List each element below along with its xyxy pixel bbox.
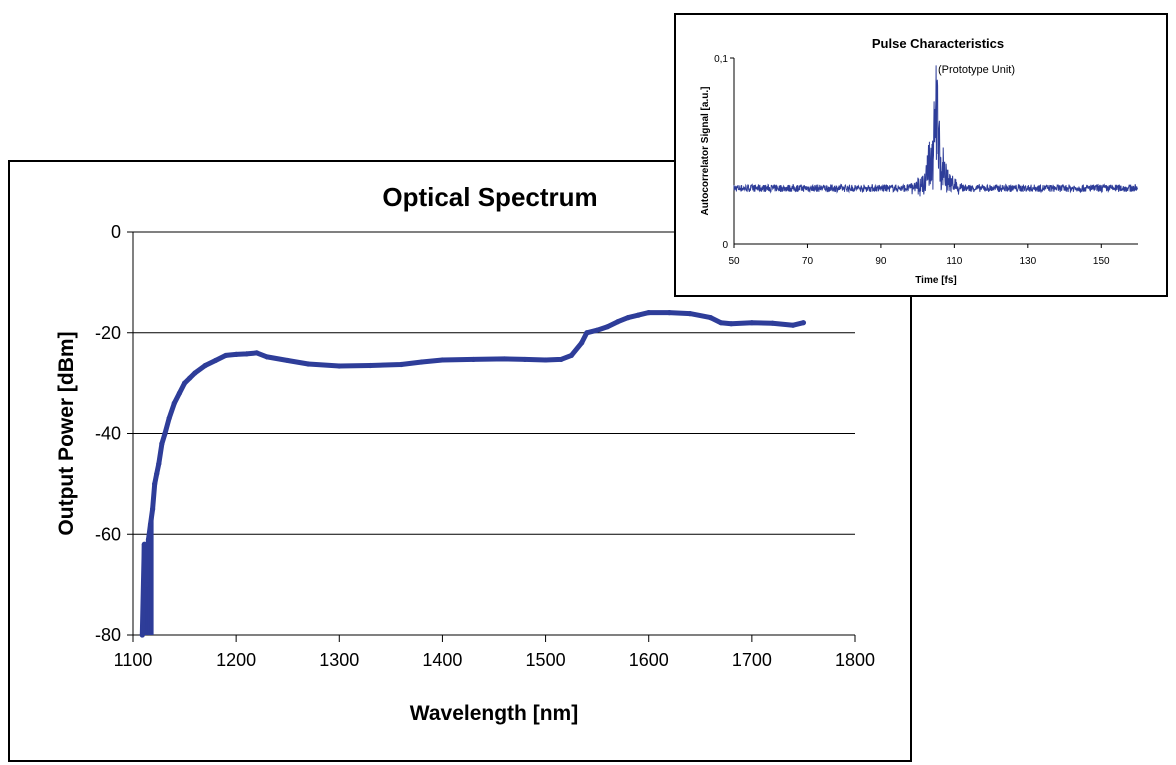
spectrum-point (156, 461, 162, 467)
pulse-trace (733, 65, 1138, 197)
x-tick-label: 1800 (835, 650, 875, 670)
prototype-annotation: (Prototype Unit) (938, 64, 1015, 76)
y-tick-label: -80 (95, 625, 121, 645)
x-tick-label: 1600 (629, 650, 669, 670)
spectrum-point (625, 315, 631, 321)
spectrum-point (154, 471, 160, 477)
x-tick-label: 1200 (216, 650, 256, 670)
x-tick-label: 70 (802, 256, 814, 267)
x-axis-title: Wavelength [nm] (410, 702, 578, 725)
spectrum-point (162, 430, 168, 437)
spectrum-point (708, 315, 714, 321)
spectrum-point (769, 320, 776, 326)
y-tick-label: 0,1 (714, 54, 728, 65)
x-tick-label: 150 (1093, 256, 1110, 267)
spectrum-point (604, 324, 611, 330)
x-tick-label: 1500 (526, 650, 566, 670)
spectrum-point (141, 541, 147, 547)
spectrum-point (223, 352, 229, 359)
spectrum-point (336, 363, 342, 369)
y-tick-label: 0 (111, 222, 121, 242)
x-tick-label: 1400 (422, 650, 462, 670)
spectrum-point (285, 357, 291, 364)
spectrum-point (202, 362, 208, 369)
spectrum-point (584, 330, 590, 336)
x-tick-label: 90 (875, 256, 887, 267)
spectrum-point (192, 370, 198, 376)
y-axis-title: Output Power [dBm] (55, 331, 78, 535)
x-tick-label: 50 (728, 256, 740, 267)
spectrum-point (212, 357, 219, 364)
spectrum-point (139, 632, 145, 638)
x-tick-label: 1700 (732, 650, 772, 670)
x-tick-label: 1300 (319, 650, 359, 670)
y-tick-label: -20 (95, 323, 121, 343)
y-axis-title: Autocorrelator Signal [a.u.] (700, 87, 711, 216)
spectrum-point (470, 356, 476, 363)
spectrum-point (749, 320, 755, 326)
spectrum-point (176, 390, 183, 396)
spectrum-point (181, 380, 188, 386)
spectrum-point (264, 354, 270, 360)
spectrum-point (166, 415, 172, 421)
pulse-characteristics-chart: Pulse Characteristics 0,1 0 50 70 90 110 130 150… (674, 13, 1168, 297)
chart-title: Pulse Characteristics (872, 36, 1004, 51)
spectrum-point (615, 319, 621, 325)
spectrum-point (187, 375, 193, 381)
x-tick-label: 1100 (114, 650, 153, 670)
optical-spectrum-svg: Optical Spectrum 0 -20 -40 -60 -80 1100 1200 130… (55, 182, 875, 725)
chart-title: Optical Spectrum (382, 182, 597, 212)
spectrum-point (419, 359, 425, 365)
spectrum-point (143, 582, 150, 588)
spectrum-point (439, 357, 446, 363)
spectrum-point (233, 351, 239, 358)
spectrum-point (635, 312, 642, 318)
spectrum-point (367, 362, 373, 369)
spectrum-point (149, 506, 156, 512)
spectrum-point (718, 320, 724, 326)
spectrum-point (159, 440, 165, 447)
y-tick-label: -40 (95, 424, 121, 444)
spectrum-point (398, 361, 404, 368)
x-tick-label: 110 (946, 256, 962, 267)
spectrum-point (542, 357, 549, 363)
spectrum-point (646, 310, 652, 316)
spectrum-point (800, 320, 807, 326)
spectrum-point (147, 521, 154, 527)
y-tick-label: 0 (722, 240, 728, 251)
spectrum-point (152, 481, 158, 487)
pulse-characteristics-svg: Pulse Characteristics 0,1 050 70 90 110 130 150… (700, 36, 1138, 286)
spectrum-point (790, 322, 796, 328)
x-axis-title: Time [fs] (915, 275, 957, 286)
spectrum-point (501, 356, 507, 362)
spectrum-point (687, 311, 693, 317)
spectrum-point (728, 321, 734, 327)
spectrum-point (594, 327, 600, 333)
spectrum-line (139, 310, 806, 638)
spectrum-point (666, 310, 672, 316)
spectrum-point (568, 352, 574, 359)
spectrum-point (522, 356, 528, 363)
y-tick-label: -60 (95, 524, 121, 544)
spectrum-point (171, 400, 177, 406)
spectrum-point (558, 356, 564, 363)
spectrum-point (305, 361, 311, 367)
spectrum-point (254, 350, 260, 356)
spectrum-point (243, 351, 250, 357)
x-tick-label: 130 (1019, 256, 1036, 267)
spectrum-point (579, 340, 585, 346)
spectrum-point (145, 536, 152, 542)
